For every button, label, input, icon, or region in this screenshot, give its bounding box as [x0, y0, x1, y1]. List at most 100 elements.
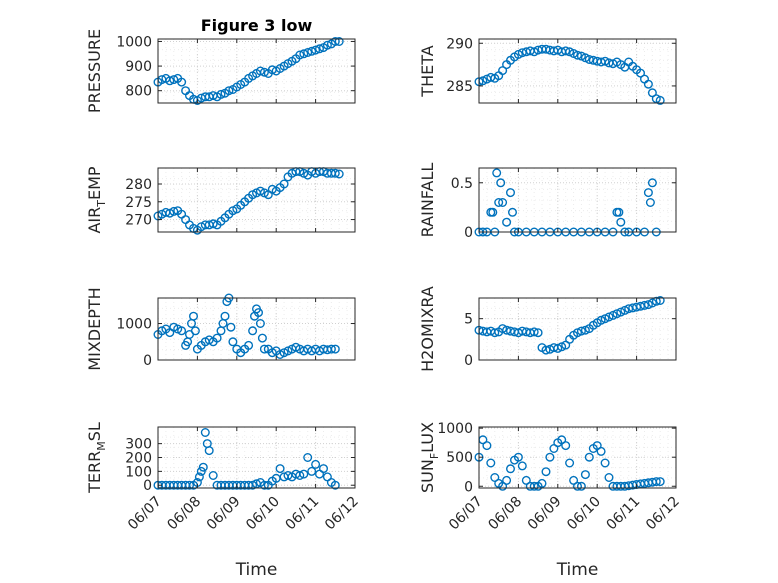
panel-8-point-33	[604, 473, 614, 483]
panel-7-xtick-label-3: 06/10	[243, 494, 283, 534]
panel-7-point-39	[295, 471, 305, 481]
panel-8-ytick-label-2: 1000	[437, 421, 473, 437]
panel-5-point-54	[330, 344, 340, 354]
panel-2-point-43	[643, 79, 653, 89]
panel-2-ylabel: THETA	[418, 45, 437, 97]
panel-6-ylabel: H2OMIXRA	[418, 286, 437, 372]
panel-6-point-43	[643, 300, 653, 310]
panel-7-point-42	[307, 466, 317, 476]
panel-1-point-16	[216, 89, 226, 99]
panel-6-point-21	[557, 342, 567, 352]
panel-6-axes-box	[478, 297, 677, 361]
panel-2-point-41	[636, 68, 646, 78]
panel-7-point-12	[196, 466, 206, 476]
panel-7-axes-bg	[158, 427, 355, 488]
panel-8-point-27	[580, 470, 590, 480]
panel-4-point-29	[616, 217, 626, 227]
panel-4-point-10	[502, 217, 512, 227]
panel-8-xtick-label-3: 06/10	[564, 494, 604, 534]
panel-5-point-30	[248, 326, 258, 336]
panel-7-point-13	[198, 462, 208, 472]
panel-5-point-21	[220, 311, 230, 321]
panel-5-point-12	[190, 326, 200, 336]
panel-2-ytick-label-1: 290	[446, 36, 473, 52]
panel-5-point-11	[188, 311, 198, 321]
panel-8-ytick-label-1: 500	[446, 450, 473, 466]
panel-4-ytick-label-1: 0.5	[451, 176, 473, 192]
panel-5-point-18	[212, 333, 222, 343]
panel-2-axes-box	[478, 38, 677, 104]
panel-7-xtick-label-0: 06/07	[125, 494, 165, 534]
panel-8-xtick-label-0: 06/07	[446, 494, 486, 534]
panel-4-point-6	[492, 168, 502, 178]
panel-4-point-11	[506, 188, 516, 198]
panel-8-xlabel: Time	[556, 560, 599, 580]
panel-5-point-24	[226, 322, 236, 332]
panel-3-point-4	[169, 206, 179, 216]
panel-8-point-18	[545, 452, 555, 462]
panel-3-point-45	[330, 168, 340, 178]
panel-8-ylabel: SUNFLUX	[418, 422, 441, 493]
panel-6-point-33	[604, 312, 614, 322]
panel-5-point-6	[177, 326, 187, 336]
panel-8-point-16	[537, 478, 547, 488]
panel-5-point-25	[228, 337, 238, 347]
panel-7-point-17	[208, 471, 218, 481]
panel-2-point-25	[573, 50, 583, 60]
panel-1-point-38	[303, 48, 313, 58]
panel-4-point-35	[645, 197, 655, 207]
panel-1-point-41	[315, 44, 325, 54]
panel-6-point-26	[576, 326, 586, 336]
panel-8-xtick-label-1: 06/08	[485, 494, 525, 534]
panel-4-point-8	[496, 178, 506, 188]
panel-2-point-23	[565, 47, 575, 57]
panel-5-ylabel: MIXDEPTH	[85, 287, 104, 370]
panel-8-point-8	[506, 464, 516, 474]
panel-1-axes-box	[157, 38, 356, 104]
panel-8-point-6	[498, 481, 508, 491]
panel-7-point-48	[330, 480, 340, 490]
panel-8-point-11	[517, 461, 527, 471]
panel-3-point-32	[279, 179, 289, 189]
panel-8-point-14	[529, 481, 539, 491]
panel-8-point-26	[576, 481, 586, 491]
panel-5-point-33	[253, 308, 263, 318]
panel-4-point-9	[498, 197, 508, 207]
panel-7-point-11	[194, 472, 204, 482]
panel-5-point-36	[259, 344, 269, 354]
panel-1-point-46	[334, 37, 344, 47]
panel-1-ytick-label-0: 800	[125, 84, 152, 100]
panel-6-point-46	[655, 296, 665, 306]
panel-7-ytick-label-3: 300	[125, 437, 152, 453]
panel-8-point-23	[565, 458, 575, 468]
panel-8-point-22	[561, 441, 571, 451]
panel-5-ytick-label-1: 1000	[116, 317, 152, 333]
panel-8-xtick-label-5: 06/12	[643, 494, 683, 534]
panel-1-point-37	[299, 49, 309, 59]
panel-6-point-31	[596, 315, 606, 325]
panel-6-ytick-label-0: 0	[464, 353, 473, 369]
panel-3-point-46	[334, 169, 344, 179]
panel-7-point-34	[275, 464, 285, 474]
panel-1-ytick-label-2: 1000	[116, 34, 152, 50]
panel-5-ytick-label-0: 0	[143, 353, 152, 369]
panel-3-ytick-label-2: 280	[125, 177, 152, 193]
panel-1-point-6	[177, 77, 187, 87]
panel-5-axes-box	[157, 297, 356, 361]
panel-1-point-27	[259, 67, 269, 77]
panel-8-point-45	[651, 477, 661, 487]
panel-1-point-3	[165, 76, 175, 86]
panel-1-title: Figure 3 low	[201, 16, 313, 35]
panel-4-point-12	[508, 207, 518, 217]
panel-1-ylabel: PRESSURE	[85, 29, 104, 113]
panel-7-ylabel: TERRMSL	[85, 422, 108, 494]
panel-3-ytick-label-0: 270	[125, 213, 152, 229]
panel-7-xtick-label-1: 06/08	[164, 494, 204, 534]
panel-7-point-14	[200, 428, 210, 438]
panel-7-xtick-label-4: 06/11	[283, 494, 323, 534]
panel-8-xtick-label-4: 06/11	[604, 494, 644, 534]
panel-7-point-43	[311, 459, 321, 469]
panel-5-point-29	[244, 340, 254, 350]
panel-7-ytick-label-0: 0	[143, 478, 152, 494]
